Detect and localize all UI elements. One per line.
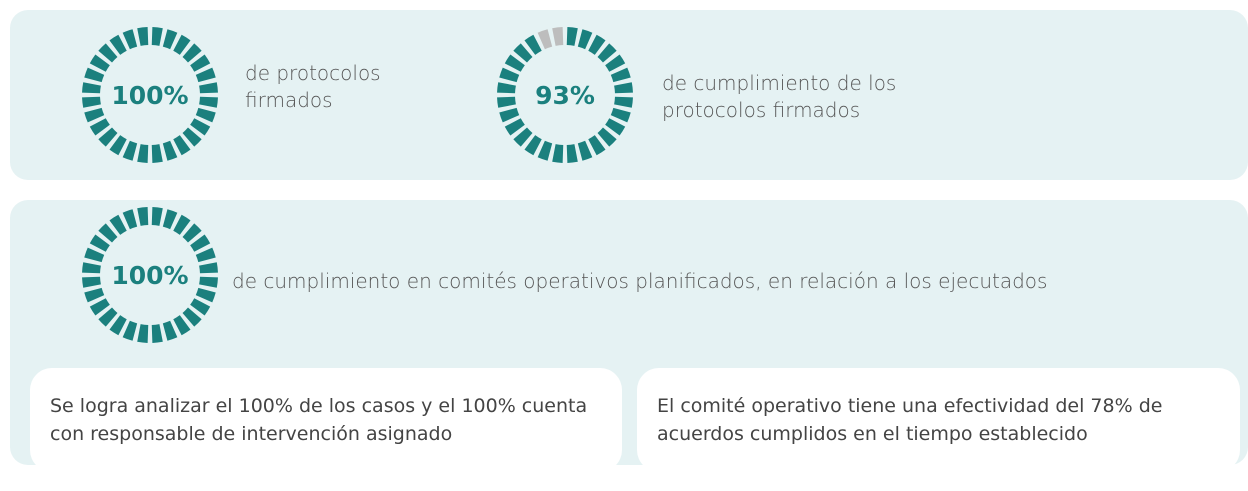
ring-segment [597,127,617,147]
ring-segment [109,214,127,235]
ring-segment [610,107,631,123]
ring-segment [190,54,211,72]
ring-segment [182,127,202,147]
ring-segment [190,298,211,316]
ring-segment [497,96,516,108]
ring-segment [524,34,542,55]
ring-segment [84,107,105,123]
ring-segment [190,234,211,252]
ring-segment [182,307,202,327]
ring-segment [173,135,191,156]
ring-segment [610,67,631,83]
ring-segment [497,82,516,94]
ring-segment [499,107,520,123]
ring-segment [82,96,101,108]
ring: 93% [497,27,633,163]
ring-segment [182,43,202,63]
ring-segment [84,287,105,303]
ring-segment [82,82,101,94]
ring-segment [504,118,525,136]
ring-segment [162,209,178,230]
ring-segment [504,54,525,72]
ring-segment [577,29,593,50]
note-text: El comité operativo tiene una efectivida… [657,395,1163,445]
ring-segment [82,262,101,274]
ring-label: 100% [111,261,188,290]
ring-segment [537,140,553,161]
ring-segment [614,82,633,94]
ring-segment [109,135,127,156]
ring-segment [98,127,118,147]
ring-segment [524,135,542,156]
ring-segment [151,207,163,226]
ring-segment [513,127,533,147]
ring-segment [199,82,218,94]
ring-segment [151,324,163,343]
ring-segment [614,96,633,108]
stat-text: de cumplimiento en comités operativos pl… [232,269,1048,293]
ring: 100% [82,207,218,343]
ring-segment [577,140,593,161]
ring-segment [199,262,218,274]
ring-segment [98,307,118,327]
ring-segment [513,43,533,63]
ring-segment [588,135,606,156]
ring-segment [195,67,216,83]
ring-segment [537,29,553,50]
ring-segment [122,209,138,230]
ring-segment [122,320,138,341]
ring-segment [122,29,138,50]
ring-segment [162,29,178,50]
ring-segment [137,324,149,343]
ring-segment [605,118,626,136]
ring-segment [597,43,617,63]
ring-segment [162,320,178,341]
ring-segment [182,223,202,243]
ring-segment [195,107,216,123]
ring-segment [109,315,127,336]
ring-segment [98,43,118,63]
ring-segment [499,67,520,83]
ring-segment [122,140,138,161]
ring-segment [195,287,216,303]
ring-segment [98,223,118,243]
ring-segment [84,67,105,83]
ring-segment [82,276,101,288]
ring-segment [173,214,191,235]
stat-text: de protocolos firmados [245,61,381,112]
ring-segment [566,144,578,163]
panel [10,10,1248,180]
ring-segment [173,315,191,336]
ring-segment [137,207,149,226]
ring-segment [566,27,578,46]
ring-segment [151,27,163,46]
note-card: Se logra analizar el 100% de los casos y… [30,368,622,472]
ring-segment [190,118,211,136]
stat-text: de cumplimiento de los protocolos firmad… [662,71,897,122]
ring-segment [89,298,110,316]
ring-segment [605,54,626,72]
note-card: El comité operativo tiene una efectivida… [637,368,1240,472]
ring-segment [89,118,110,136]
ring-segment [552,144,564,163]
ring-segment [89,234,110,252]
ring-segment [89,54,110,72]
ring-segment [137,27,149,46]
ring-segment [199,96,218,108]
ring: 100% [82,27,218,163]
ring-segment [109,34,127,55]
ring-segment [173,34,191,55]
ring-label: 93% [535,81,595,110]
ring-segment [195,247,216,263]
note-text: Se logra analizar el 100% de los casos y… [50,395,588,445]
ring-label: 100% [111,81,188,110]
ring-segment [84,247,105,263]
ring-segment [199,276,218,288]
ring-segment [151,144,163,163]
ring-segment [137,144,149,163]
ring-segment [552,27,564,46]
ring-segment [588,34,606,55]
ring-segment [162,140,178,161]
